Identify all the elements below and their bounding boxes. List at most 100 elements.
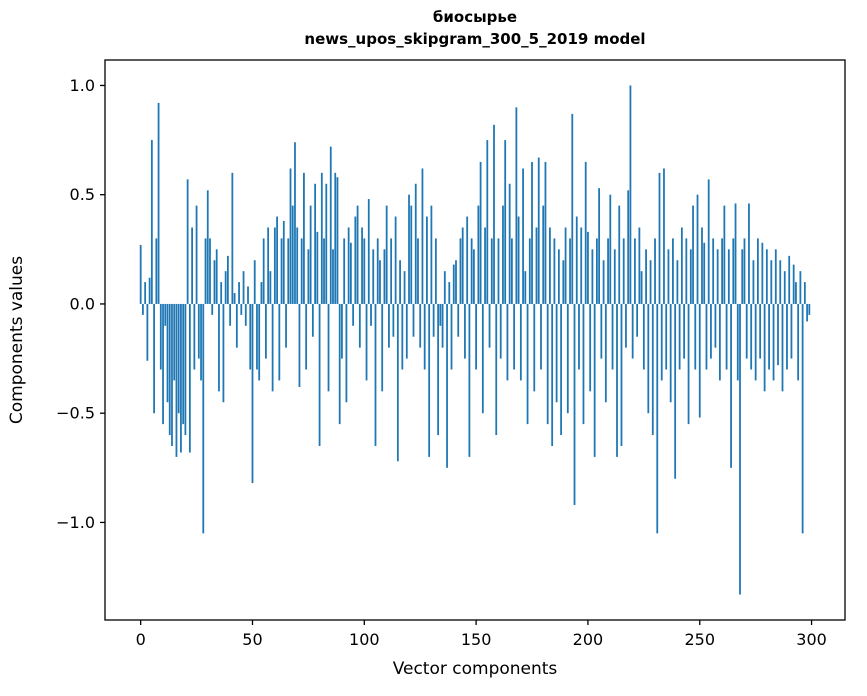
bar bbox=[294, 142, 296, 304]
bar bbox=[759, 303, 762, 359]
bar bbox=[761, 242, 764, 304]
bar bbox=[495, 303, 498, 436]
bar bbox=[213, 260, 216, 304]
bar bbox=[638, 227, 641, 304]
plot-border bbox=[104, 59, 846, 621]
bar bbox=[211, 303, 214, 315]
bar bbox=[526, 303, 529, 425]
bar bbox=[578, 303, 580, 370]
bar bbox=[401, 303, 404, 370]
bar bbox=[374, 303, 377, 446]
bar bbox=[432, 303, 435, 337]
bar bbox=[233, 293, 236, 304]
bar bbox=[314, 183, 316, 304]
bar bbox=[204, 238, 207, 304]
bar bbox=[569, 238, 571, 304]
bar bbox=[408, 194, 410, 304]
bar bbox=[694, 303, 697, 370]
bar bbox=[562, 260, 565, 304]
bar bbox=[640, 271, 643, 304]
bar bbox=[770, 260, 773, 304]
bar bbox=[683, 303, 685, 359]
bar bbox=[560, 303, 562, 436]
bar bbox=[388, 303, 390, 348]
bar bbox=[347, 227, 350, 304]
bar bbox=[390, 238, 393, 304]
bar bbox=[430, 205, 433, 304]
bar bbox=[159, 303, 162, 370]
bar bbox=[517, 216, 520, 304]
bar bbox=[370, 303, 372, 326]
x-tick-label: 300 bbox=[796, 630, 827, 649]
bar bbox=[249, 303, 252, 370]
bar bbox=[522, 168, 524, 304]
bar bbox=[613, 249, 616, 304]
bar bbox=[338, 303, 341, 425]
bar bbox=[200, 303, 202, 381]
x-tick-label: 200 bbox=[573, 630, 604, 649]
bar bbox=[575, 216, 578, 304]
bar bbox=[602, 260, 605, 304]
bar bbox=[345, 303, 348, 403]
bar bbox=[177, 303, 180, 414]
bar bbox=[698, 303, 701, 418]
bar bbox=[361, 227, 363, 304]
bar bbox=[470, 238, 473, 304]
bar bbox=[490, 238, 493, 304]
bar bbox=[549, 227, 551, 304]
bar bbox=[716, 249, 719, 304]
bar bbox=[739, 303, 741, 595]
bar bbox=[472, 249, 475, 304]
bar bbox=[674, 303, 677, 479]
y-tick-label: 0.5 bbox=[70, 185, 95, 204]
bar bbox=[611, 303, 614, 370]
bar bbox=[392, 303, 395, 337]
bar bbox=[394, 216, 397, 304]
bar bbox=[566, 303, 569, 414]
bar bbox=[754, 303, 757, 381]
bar bbox=[745, 303, 748, 359]
bar bbox=[714, 303, 717, 348]
bar bbox=[349, 242, 352, 304]
bar bbox=[242, 271, 245, 304]
bar bbox=[531, 161, 533, 304]
bar bbox=[707, 179, 710, 304]
bar bbox=[743, 238, 746, 304]
bar bbox=[589, 303, 592, 392]
bar bbox=[774, 249, 777, 304]
bar bbox=[680, 227, 683, 304]
bar bbox=[146, 303, 149, 361]
bar bbox=[376, 238, 379, 304]
bar bbox=[267, 227, 270, 304]
bar bbox=[175, 303, 178, 457]
bar bbox=[428, 303, 431, 457]
bar bbox=[692, 205, 694, 304]
bar bbox=[604, 303, 607, 403]
bar bbox=[629, 85, 632, 304]
bar bbox=[206, 190, 209, 304]
bar bbox=[551, 303, 554, 446]
bar bbox=[663, 168, 665, 304]
bar bbox=[672, 238, 674, 304]
bar bbox=[792, 264, 795, 304]
bar bbox=[244, 303, 247, 326]
y-tick-label: 0.0 bbox=[70, 294, 95, 313]
bar bbox=[504, 140, 507, 304]
bar bbox=[316, 231, 319, 304]
bar bbox=[334, 172, 337, 304]
bar bbox=[162, 303, 164, 425]
bar bbox=[367, 199, 370, 304]
bar bbox=[247, 286, 249, 304]
bar bbox=[273, 227, 276, 304]
bar bbox=[434, 238, 437, 304]
bar bbox=[732, 238, 735, 304]
bar bbox=[173, 303, 176, 381]
bar bbox=[464, 303, 466, 359]
bar bbox=[687, 303, 690, 425]
bar bbox=[325, 183, 328, 304]
bar bbox=[218, 303, 220, 392]
bar bbox=[727, 249, 730, 304]
bar bbox=[202, 303, 205, 534]
bar bbox=[634, 238, 636, 304]
bar bbox=[188, 303, 191, 453]
